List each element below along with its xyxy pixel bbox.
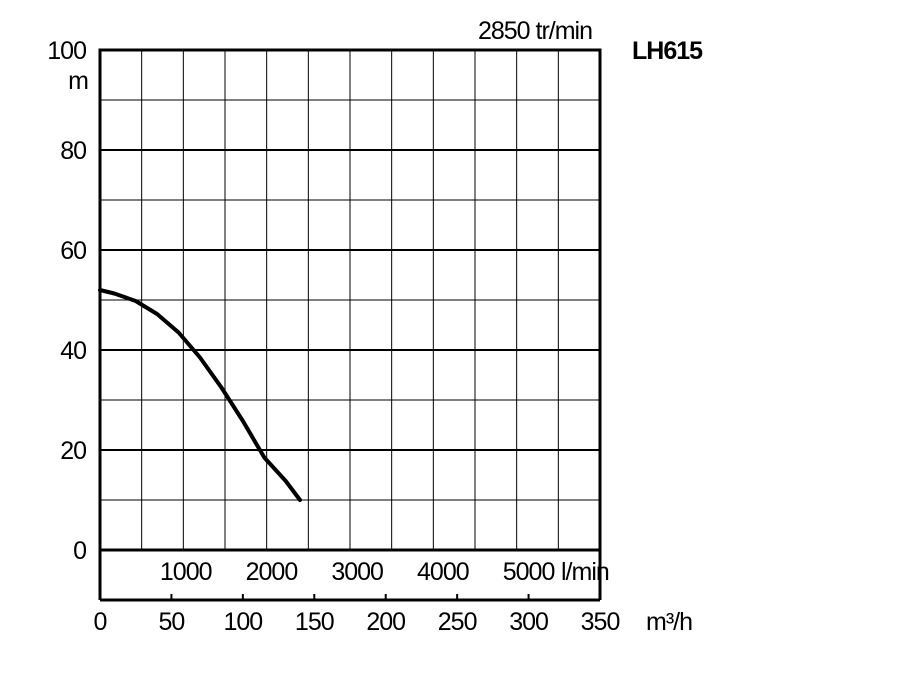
x-tick-label-m3h: 300	[509, 608, 548, 636]
x-tick-label-lmin: 5000	[503, 558, 555, 586]
x-unit-lmin: l/min	[561, 558, 609, 586]
x-tick-label-m3h: 250	[438, 608, 477, 636]
x-tick-labels-m3h: 0 50 100 150 200 250 300 350	[94, 608, 621, 636]
y-tick-label: 40	[60, 337, 86, 365]
head-curve	[98, 288, 302, 502]
plot-frame	[98, 48, 602, 602]
y-tick-label: 20	[60, 437, 86, 465]
x-tick-label-lmin: 3000	[331, 558, 383, 586]
x-tick-label-m3h: 350	[581, 608, 620, 636]
chart-title: 2850 tr/min	[478, 17, 592, 45]
y-tick-label: 100	[47, 37, 86, 65]
y-tick-label: 80	[60, 137, 86, 165]
curve-layer	[98, 288, 302, 502]
y-tick-labels: 0 20 40 60 80 100	[47, 37, 87, 565]
y-tick-label: 0	[73, 537, 86, 565]
x-unit-m3h: m³/h	[646, 608, 692, 636]
grid	[100, 50, 600, 550]
x-tick-label-lmin: 2000	[246, 558, 298, 586]
y-axis-unit: m	[68, 67, 88, 95]
x-tick-label-m3h: 50	[159, 608, 185, 636]
plot-border	[98, 48, 602, 552]
x-tick-label-m3h: 0	[94, 608, 107, 636]
x-tick-label-m3h: 150	[295, 608, 334, 636]
x-tick-labels-lmin: 1000 2000 3000 4000 5000	[160, 558, 556, 586]
x-tick-label-lmin: 1000	[160, 558, 212, 586]
x-tick-label-m3h: 100	[223, 608, 262, 636]
model-label: LH615	[632, 37, 703, 65]
y-tick-label: 60	[60, 237, 86, 265]
x-tick-label-lmin: 4000	[417, 558, 469, 586]
x-tick-label-m3h: 200	[366, 608, 405, 636]
